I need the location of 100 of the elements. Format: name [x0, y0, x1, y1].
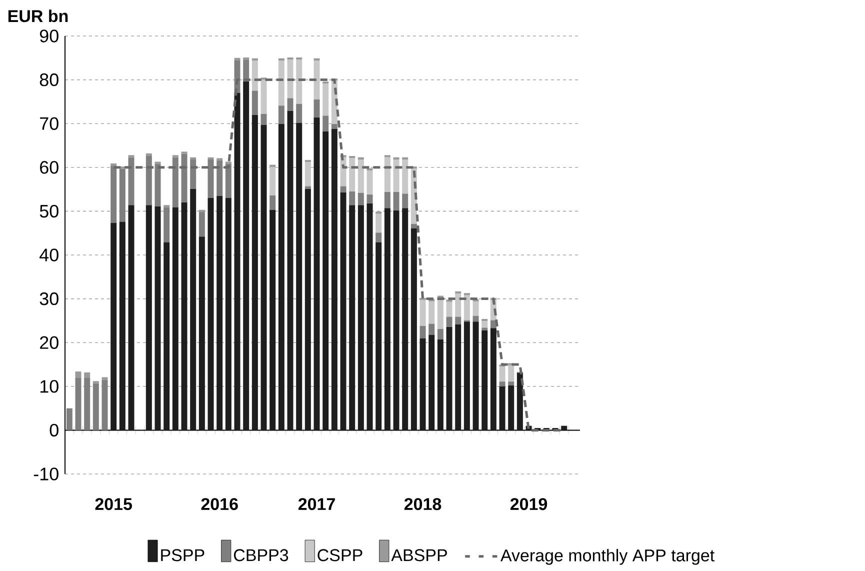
legend-label: CBPP3 — [234, 549, 288, 562]
y-tick-label: -10 — [34, 468, 58, 480]
bar — [260, 114, 267, 125]
bar — [154, 164, 161, 206]
bar — [234, 58, 240, 60]
bar — [270, 195, 276, 210]
y-tick-label: 90 — [40, 30, 58, 42]
bar — [446, 316, 452, 327]
bar — [437, 329, 444, 340]
bar — [420, 326, 426, 338]
bar — [322, 131, 329, 430]
bar — [358, 192, 364, 206]
bar — [172, 157, 178, 208]
bar — [304, 162, 311, 186]
bar — [340, 186, 346, 192]
bar — [119, 168, 126, 222]
bar — [402, 194, 408, 208]
bar — [287, 110, 294, 430]
bar — [482, 328, 488, 330]
bar — [482, 330, 488, 430]
bar — [393, 210, 400, 430]
bar — [402, 208, 408, 430]
bar — [516, 372, 523, 430]
y-tick-label: 30 — [40, 292, 58, 306]
bar — [102, 377, 108, 380]
bar — [420, 338, 426, 430]
bar — [455, 324, 462, 430]
bar — [472, 316, 479, 322]
bar — [181, 202, 188, 430]
bar — [420, 300, 426, 326]
bar — [270, 210, 276, 430]
bar — [260, 124, 267, 430]
bar — [376, 214, 382, 233]
bar — [270, 166, 276, 196]
bar — [402, 157, 408, 160]
bar — [190, 160, 196, 189]
bar — [304, 186, 311, 189]
bar — [393, 160, 400, 192]
y-tick-label: 20 — [40, 336, 58, 349]
bar — [216, 160, 223, 196]
bar — [349, 205, 356, 430]
bar — [278, 60, 284, 106]
bar — [314, 117, 320, 430]
bar — [314, 58, 320, 61]
bar — [366, 194, 373, 204]
legend-label: PSPP — [161, 549, 204, 562]
bar — [490, 328, 496, 430]
bar — [164, 242, 170, 430]
y-tick-label: 10 — [40, 380, 58, 393]
bar — [349, 191, 356, 206]
bar — [384, 192, 390, 208]
bar — [322, 116, 329, 132]
bar — [482, 318, 488, 322]
bar — [340, 192, 346, 430]
bar — [164, 207, 170, 242]
bar — [304, 188, 311, 430]
bar — [260, 80, 267, 114]
bar — [384, 208, 390, 430]
bar — [287, 98, 294, 111]
legend-label: CSPP — [318, 549, 362, 562]
bar — [278, 124, 284, 430]
bar — [482, 321, 488, 328]
legend-label: Average monthly APP target — [500, 548, 714, 565]
bar — [393, 157, 400, 160]
bar — [75, 372, 82, 378]
bar — [190, 188, 196, 430]
bar — [208, 198, 214, 430]
bar — [366, 170, 373, 195]
bar — [234, 92, 240, 430]
bar — [446, 326, 452, 430]
bar — [561, 426, 568, 430]
bar — [428, 324, 435, 335]
bar — [296, 122, 302, 430]
bar — [358, 160, 364, 193]
bar — [384, 157, 390, 192]
bar — [296, 60, 302, 104]
bar — [110, 166, 117, 224]
bar — [128, 157, 134, 206]
bar — [181, 154, 188, 202]
y-axis-title: EUR bn — [8, 10, 68, 22]
bar — [146, 156, 152, 206]
bar — [393, 192, 400, 210]
bar — [190, 157, 196, 160]
x-tick-label: 2015 — [95, 498, 132, 510]
x-tick-label: 2016 — [201, 498, 238, 510]
bar — [472, 322, 479, 430]
y-tick-label: 70 — [40, 117, 58, 130]
y-tick-label: 0 — [50, 424, 58, 437]
bar — [358, 157, 364, 160]
bar — [376, 242, 382, 430]
x-tick-label: 2018 — [404, 498, 442, 510]
bar — [198, 212, 205, 237]
y-tick-label: 80 — [40, 73, 58, 86]
bar — [287, 60, 294, 98]
bar — [198, 236, 205, 430]
y-tick-label: 60 — [40, 161, 58, 174]
bar — [322, 84, 329, 116]
bar — [508, 382, 514, 386]
bar — [455, 294, 462, 317]
bar — [437, 340, 444, 430]
